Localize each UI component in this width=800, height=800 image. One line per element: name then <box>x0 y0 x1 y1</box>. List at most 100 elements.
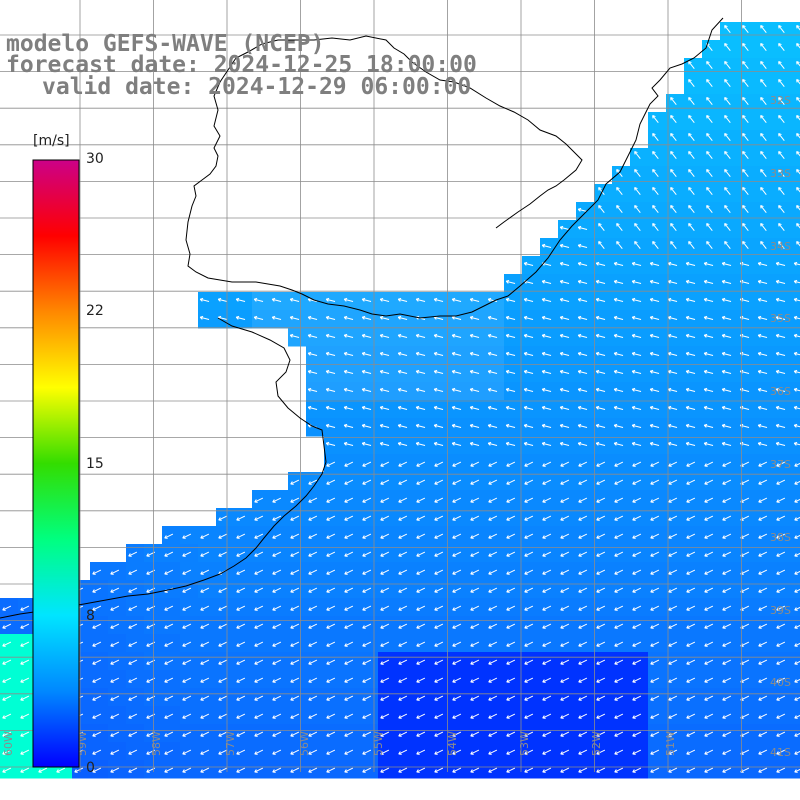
wind-arrow <box>685 423 696 429</box>
wind-arrow <box>724 97 731 105</box>
wind-arrow <box>706 61 713 69</box>
wind-arrow <box>20 605 30 611</box>
wind-arrow <box>631 333 642 339</box>
wind-arrow <box>236 551 246 557</box>
wind-arrow <box>616 223 623 231</box>
wind-arrow <box>667 441 678 447</box>
wind-arrow <box>758 461 768 467</box>
wind-arrow <box>253 297 264 303</box>
wind-arrow <box>398 587 408 593</box>
wind-arrow <box>416 533 426 539</box>
speed-cell <box>792 40 800 59</box>
wind-arrow <box>343 405 354 411</box>
wind-arrow <box>650 551 660 557</box>
wind-arrow <box>164 551 174 557</box>
wind-arrow <box>523 369 534 375</box>
wind-arrow <box>760 97 767 105</box>
wind-arrow <box>722 497 732 503</box>
wind-arrow <box>433 423 444 429</box>
wind-arrow <box>559 423 570 429</box>
wind-arrow <box>793 279 800 284</box>
lon-label: 60W <box>2 731 15 756</box>
wind-arrow <box>92 587 102 593</box>
wind-arrow <box>757 261 768 267</box>
wind-arrow <box>596 515 606 521</box>
wind-arrow <box>775 369 786 375</box>
wind-arrow <box>688 169 695 177</box>
wind-arrow <box>631 441 642 447</box>
wind-arrow <box>307 387 318 393</box>
wind-arrow <box>307 315 318 321</box>
wind-arrow <box>290 569 300 575</box>
wind-arrow <box>182 533 192 539</box>
wind-arrow <box>541 405 552 411</box>
wind-arrow <box>164 569 174 575</box>
wind-arrow <box>577 261 588 267</box>
wind-arrow <box>613 315 624 321</box>
colorbar-tick: 8 <box>86 608 95 624</box>
lat-label: 35S <box>770 312 791 325</box>
wind-arrow <box>523 441 534 447</box>
wind-arrow <box>721 261 732 267</box>
wind-arrow <box>542 587 552 593</box>
wind-arrow <box>685 279 696 285</box>
wind-arrow <box>595 369 606 375</box>
wind-arrow <box>344 461 354 467</box>
wind-arrow <box>578 461 588 467</box>
wind-arrow <box>182 551 192 557</box>
wind-arrow <box>452 569 462 575</box>
wind-arrow <box>344 533 354 539</box>
wind-arrow <box>577 333 588 339</box>
wind-arrow <box>523 351 534 357</box>
wind-arrow <box>506 461 516 467</box>
wind-arrow <box>362 479 372 485</box>
wind-arrow <box>793 405 800 410</box>
wind-arrow <box>434 479 444 485</box>
speed-cell <box>792 220 800 239</box>
wind-arrow <box>742 241 749 249</box>
wind-arrow <box>577 405 588 411</box>
wind-arrow <box>505 297 516 303</box>
wind-arrow <box>470 533 480 539</box>
wind-arrow <box>110 587 120 593</box>
wind-arrow <box>433 441 444 447</box>
wind-arrow <box>343 351 354 357</box>
wind-arrow <box>217 297 228 303</box>
wind-arrow <box>757 441 768 447</box>
wind-arrow <box>704 515 714 521</box>
wind-arrow <box>398 479 408 485</box>
wind-arrow <box>652 169 659 177</box>
wind-arrow <box>397 333 408 339</box>
wind-arrow <box>632 515 642 521</box>
wind-arrow <box>559 243 570 249</box>
wind-arrow <box>577 351 588 357</box>
wind-arrow <box>722 569 732 575</box>
wind-arrow <box>505 387 516 393</box>
lat-label: 32S <box>770 94 791 107</box>
wind-arrow <box>415 387 426 393</box>
wind-arrow <box>613 387 624 393</box>
wind-arrow <box>595 351 606 357</box>
wind-arrow <box>379 315 390 321</box>
wind-arrow <box>650 569 660 575</box>
wind-arrow <box>667 261 678 267</box>
wind-arrow <box>688 61 695 69</box>
wind-arrow <box>760 205 767 213</box>
wind-arrow <box>289 297 300 303</box>
wind-arrow <box>650 587 660 593</box>
wind-arrow <box>271 315 282 321</box>
wind-arrow <box>452 533 462 539</box>
wind-arrow <box>703 279 714 285</box>
wind-arrow <box>634 241 641 249</box>
wind-arrow <box>380 569 390 575</box>
wind-arrow <box>344 515 354 521</box>
speed-cell <box>792 706 800 725</box>
wind-arrow <box>685 387 696 393</box>
wind-arrow <box>541 441 552 447</box>
wind-arrow <box>505 315 516 321</box>
wind-arrow <box>794 462 800 467</box>
wind-arrow <box>254 551 264 557</box>
wind-arrow <box>688 97 695 105</box>
wind-arrow <box>631 423 642 429</box>
wind-arrow <box>469 441 480 447</box>
